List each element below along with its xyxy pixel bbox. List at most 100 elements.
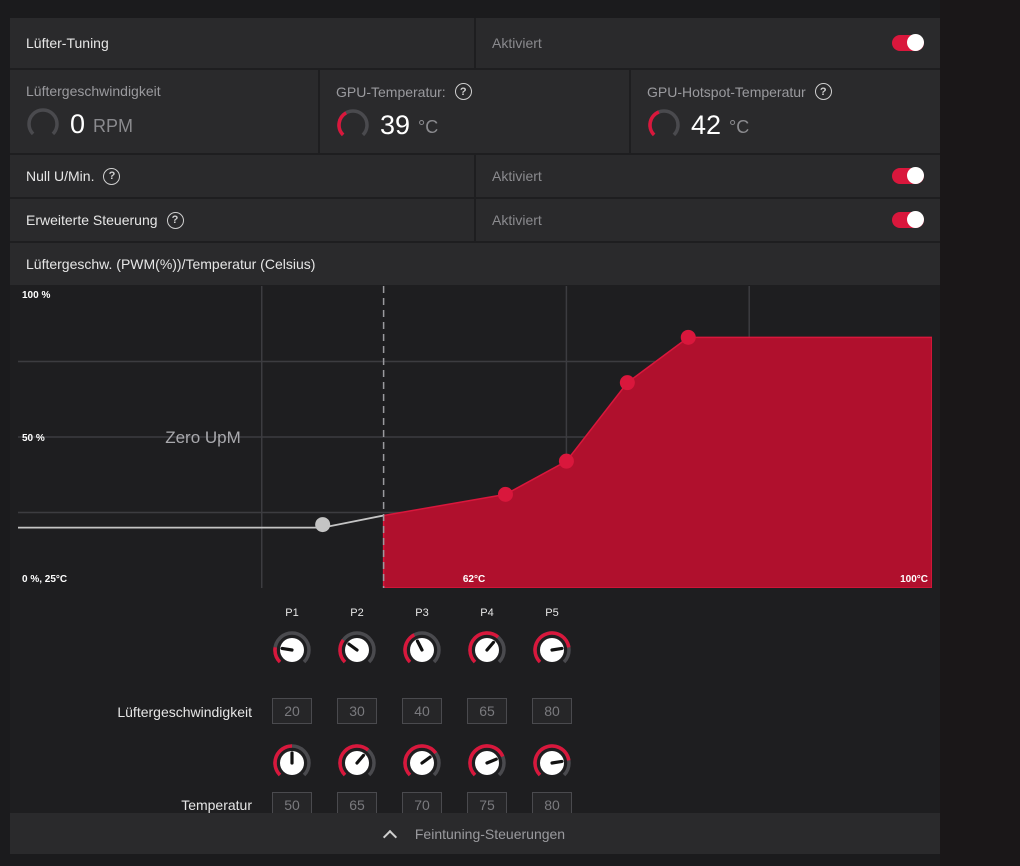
knob-arc bbox=[468, 631, 500, 664]
gpu-temp-value: 39 bbox=[380, 109, 411, 140]
metrics-row: Lüftergeschwindigkeit 0 RPM GPU-Temperat… bbox=[10, 70, 940, 153]
gpu-temp-gauge-icon bbox=[337, 109, 369, 137]
knob-pointer bbox=[485, 640, 496, 652]
temp-knob-p5[interactable] bbox=[532, 743, 572, 783]
zero-rpm-toggle-cell[interactable]: Aktiviert bbox=[476, 155, 940, 197]
speed-value-p1[interactable]: 20 bbox=[272, 698, 312, 724]
fan-tuning-row: Lüfter-Tuning Aktiviert bbox=[10, 18, 940, 68]
zero-rpm-label-cell: Null U/Min. ? bbox=[10, 155, 474, 197]
advanced-help-icon[interactable]: ? bbox=[166, 211, 184, 229]
speed-value-p4[interactable]: 65 bbox=[467, 698, 507, 724]
fan-speed-metric: Lüftergeschwindigkeit 0 RPM bbox=[10, 70, 318, 153]
fan-curve-chart[interactable]: 100 % 50 % 0 %, 25°C 62°C 100°C Zero UpM bbox=[18, 286, 933, 589]
curve-title: Lüftergeschw. (PWM(%))/Temperatur (Celsi… bbox=[26, 256, 316, 272]
fan-speed-value: 0 bbox=[70, 108, 86, 139]
advanced-status: Aktiviert bbox=[492, 212, 542, 228]
knob-pointer bbox=[420, 755, 432, 765]
advanced-control-row: Erweiterte Steuerung ? Aktiviert bbox=[10, 199, 940, 241]
speed-knob-p1[interactable] bbox=[272, 630, 312, 670]
knob-pointer bbox=[280, 646, 294, 652]
gpu-hotspot-label: GPU-Hotspot-Temperatur bbox=[647, 83, 806, 100]
temp-knob-p3[interactable] bbox=[402, 743, 442, 783]
temp-row-label: Temperatur bbox=[181, 797, 252, 813]
background-edge bbox=[940, 0, 1020, 866]
knob-arc bbox=[273, 647, 282, 664]
fan-tuning-toggle[interactable] bbox=[892, 34, 924, 51]
speed-knob-p5[interactable] bbox=[532, 630, 572, 670]
knob-arc bbox=[468, 744, 505, 777]
speed-value-p5[interactable]: 80 bbox=[532, 698, 572, 724]
fan-tuning-panel: Lüfter-Tuning Aktiviert Lüftergeschwindi… bbox=[10, 18, 940, 854]
temp-knob-p4[interactable] bbox=[467, 743, 507, 783]
gpu-hotspot-help-icon[interactable]: ? bbox=[814, 83, 832, 100]
points-editor: P1 P2 P3 P4 P5 Lüftergeschwindigkeit 20 … bbox=[10, 598, 940, 818]
gpu-temp-help-icon[interactable]: ? bbox=[454, 83, 472, 100]
knob-arc bbox=[403, 633, 416, 664]
x-label-right: 100°C bbox=[900, 574, 928, 585]
gpu-temp-unit: °C bbox=[418, 116, 439, 137]
knob-arc bbox=[338, 744, 370, 777]
speed-knob-p2[interactable] bbox=[337, 630, 377, 670]
knob-pointer bbox=[415, 639, 424, 652]
knob-pointer bbox=[485, 757, 498, 765]
knob-arc bbox=[273, 744, 293, 777]
fan-tuning-toggle-cell[interactable]: Aktiviert bbox=[476, 18, 940, 68]
curve-title-cell: Lüftergeschw. (PWM(%))/Temperatur (Celsi… bbox=[10, 243, 940, 285]
point-header-p4: P4 bbox=[480, 607, 494, 619]
gpu-hotspot-value: 42 bbox=[691, 109, 722, 140]
y-label-top: 100 % bbox=[22, 290, 50, 301]
fine-tuning-label: Feintuning-Steuerungen bbox=[414, 825, 566, 842]
fan-tuning-label-cell: Lüfter-Tuning bbox=[10, 18, 474, 68]
knob-pointer bbox=[550, 646, 564, 652]
curve-point bbox=[497, 486, 513, 502]
zero-rpm-point bbox=[315, 517, 331, 533]
fan-speed-label: Lüftergeschwindigkeit bbox=[26, 83, 161, 99]
knob-pointer bbox=[347, 642, 359, 652]
origin-label: 0 %, 25°C bbox=[22, 574, 67, 585]
speed-value-p2[interactable]: 30 bbox=[337, 698, 377, 724]
gpu-hotspot-metric: GPU-Hotspot-Temperatur? 42 °C bbox=[631, 70, 940, 153]
gpu-hotspot-gauge-icon bbox=[648, 109, 680, 137]
knob-pointer bbox=[550, 759, 564, 765]
gauge-fill bbox=[648, 110, 660, 137]
fan-tuning-label: Lüfter-Tuning bbox=[26, 35, 109, 51]
speed-value-p3[interactable]: 40 bbox=[402, 698, 442, 724]
advanced-label: Erweiterte Steuerung bbox=[26, 212, 158, 228]
chevron-up-icon bbox=[382, 829, 397, 844]
gpu-temp-label: GPU-Temperatur: bbox=[336, 83, 446, 100]
advanced-toggle[interactable] bbox=[892, 211, 924, 228]
fine-tuning-controls-button[interactable]: Feintuning-Steuerungen bbox=[10, 813, 940, 854]
knob-arc bbox=[403, 744, 438, 777]
curve-point bbox=[680, 329, 696, 345]
speed-knob-p4[interactable] bbox=[467, 630, 507, 670]
fan-speed-unit: RPM bbox=[93, 115, 134, 136]
curve-title-row: Lüftergeschw. (PWM(%))/Temperatur (Celsi… bbox=[10, 243, 940, 285]
zero-rpm-toggle[interactable] bbox=[892, 167, 924, 184]
gpu-temp-metric: GPU-Temperatur:? 39 °C bbox=[320, 70, 629, 153]
temp-knob-p2[interactable] bbox=[337, 743, 377, 783]
y-label-mid: 50 % bbox=[22, 433, 45, 444]
knob-arc bbox=[533, 631, 571, 664]
zero-rpm-label: Zero UpM bbox=[165, 428, 241, 447]
point-header-p2: P2 bbox=[350, 607, 364, 619]
point-header-p5: P5 bbox=[545, 607, 559, 619]
curve-point bbox=[558, 453, 574, 469]
knob-arc bbox=[533, 744, 571, 777]
fan-tuning-status: Aktiviert bbox=[492, 35, 542, 51]
advanced-label-cell: Erweiterte Steuerung ? bbox=[10, 199, 474, 241]
x-label-mid: 62°C bbox=[463, 574, 485, 585]
gauge-fill bbox=[337, 111, 348, 137]
advanced-toggle-cell[interactable]: Aktiviert bbox=[476, 199, 940, 241]
gauge-track bbox=[27, 108, 59, 136]
gpu-hotspot-unit: °C bbox=[729, 116, 750, 137]
zero-rpm-label: Null U/Min. bbox=[26, 168, 95, 184]
zero-rpm-help-icon[interactable]: ? bbox=[103, 167, 121, 185]
knob-pointer bbox=[355, 753, 366, 765]
curve-point bbox=[619, 375, 635, 391]
temp-knob-p1[interactable] bbox=[272, 743, 312, 783]
point-header-p3: P3 bbox=[415, 607, 429, 619]
point-header-p1: P1 bbox=[285, 607, 299, 619]
zero-rpm-status: Aktiviert bbox=[492, 168, 542, 184]
speed-knob-p3[interactable] bbox=[402, 630, 442, 670]
fan-curve-svg[interactable]: 100 % 50 % 0 %, 25°C 62°C 100°C Zero UpM bbox=[18, 286, 933, 589]
